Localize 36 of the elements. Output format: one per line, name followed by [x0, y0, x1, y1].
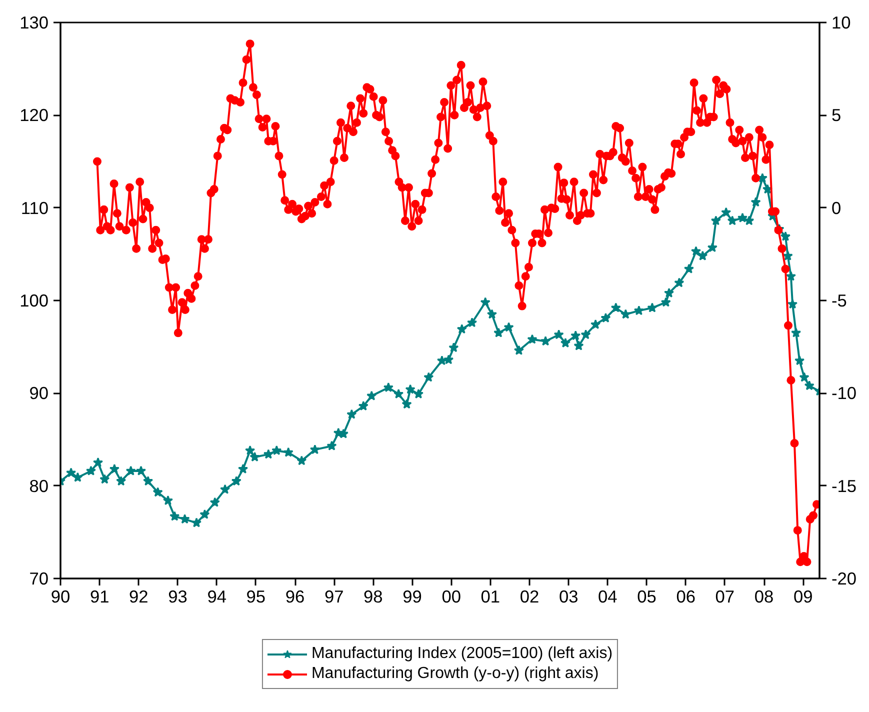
y2-tick-label: 10 — [832, 12, 851, 32]
y2-tick-label: -5 — [832, 290, 847, 310]
x-tick-label: 90 — [50, 586, 70, 606]
y-tick-label: 70 — [29, 568, 49, 588]
x-tick-label: 01 — [480, 586, 500, 606]
y2-tick-label: -15 — [832, 476, 857, 496]
y2-tick-label: 5 — [832, 105, 842, 126]
y-tick-label: 90 — [29, 383, 49, 404]
x-tick-label: 05 — [637, 586, 656, 606]
y-tick-label: 120 — [20, 105, 49, 126]
x-tick-label: 93 — [168, 586, 188, 606]
x-tick-label: 03 — [558, 586, 578, 606]
y2-tick-label: 0 — [832, 198, 842, 218]
x-tick-label: 02 — [520, 586, 540, 606]
legend-label: Manufacturing Index (2005=100) (left axis) — [311, 645, 613, 663]
x-tick-label: 92 — [129, 586, 148, 606]
x-tick-label: 94 — [207, 586, 227, 606]
x-tick-label: 07 — [715, 586, 735, 606]
y-tick-label: 80 — [29, 476, 49, 496]
x-tick-label: 91 — [90, 586, 110, 606]
y2-tick-label: -20 — [832, 568, 857, 588]
x-tick-label: 04 — [598, 586, 618, 606]
legend-label: Manufacturing Growth (y-o-y) (right axis) — [311, 665, 599, 683]
x-tick-label: 97 — [324, 586, 344, 606]
x-tick-label: 99 — [402, 586, 422, 606]
y-tick-label: 130 — [20, 12, 49, 32]
y-tick-label: 110 — [20, 198, 49, 218]
x-tick-label: 96 — [285, 586, 305, 606]
x-tick-label: 09 — [793, 586, 813, 606]
x-tick-label: 95 — [246, 586, 266, 606]
x-tick-label: 00 — [442, 586, 461, 606]
x-tick-label: 06 — [676, 586, 696, 606]
y-tick-label: 100 — [20, 290, 49, 310]
y2-tick-label: -10 — [832, 383, 857, 404]
x-tick-label: 08 — [754, 586, 774, 606]
x-tick-label: 98 — [364, 586, 383, 606]
